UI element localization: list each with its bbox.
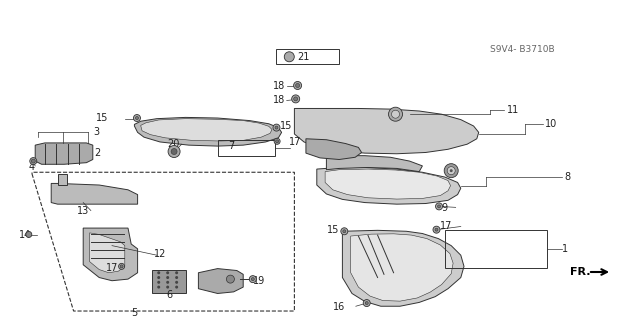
Text: 12: 12 <box>154 249 166 259</box>
Text: 10: 10 <box>545 119 557 130</box>
Text: 2: 2 <box>95 148 101 158</box>
Text: 20: 20 <box>167 138 179 149</box>
Polygon shape <box>342 230 464 306</box>
Text: 15: 15 <box>327 225 339 235</box>
Circle shape <box>292 95 300 103</box>
Circle shape <box>274 138 280 144</box>
Circle shape <box>435 228 438 231</box>
Circle shape <box>175 281 178 284</box>
Polygon shape <box>141 119 272 141</box>
Circle shape <box>175 286 178 289</box>
Text: 4: 4 <box>29 162 35 173</box>
Circle shape <box>436 203 442 210</box>
Polygon shape <box>134 117 282 146</box>
Polygon shape <box>35 143 93 164</box>
Polygon shape <box>90 233 125 273</box>
Text: 8: 8 <box>564 172 571 182</box>
Polygon shape <box>152 270 186 293</box>
Circle shape <box>276 140 278 143</box>
Polygon shape <box>51 183 138 204</box>
Text: 1: 1 <box>562 244 568 254</box>
Polygon shape <box>58 174 67 185</box>
Circle shape <box>438 205 440 208</box>
Circle shape <box>364 300 370 307</box>
Text: 17: 17 <box>106 263 118 273</box>
Circle shape <box>294 81 301 90</box>
Circle shape <box>227 275 234 283</box>
Circle shape <box>433 226 440 233</box>
Circle shape <box>252 278 254 281</box>
Polygon shape <box>306 139 362 160</box>
Text: 18: 18 <box>273 81 285 91</box>
Circle shape <box>31 159 35 163</box>
Circle shape <box>341 228 348 235</box>
Circle shape <box>168 145 180 158</box>
Text: 11: 11 <box>507 105 519 115</box>
Polygon shape <box>83 228 138 281</box>
Text: FR.: FR. <box>570 267 591 277</box>
Circle shape <box>157 271 160 274</box>
Circle shape <box>157 286 160 289</box>
Text: 7: 7 <box>228 141 234 151</box>
Circle shape <box>388 107 403 121</box>
Circle shape <box>275 126 278 129</box>
Polygon shape <box>294 108 479 154</box>
Text: 18: 18 <box>273 95 285 106</box>
Circle shape <box>294 97 298 101</box>
Text: 21: 21 <box>298 52 310 62</box>
Text: 15: 15 <box>97 113 109 123</box>
Text: 16: 16 <box>333 302 346 312</box>
Circle shape <box>166 271 169 274</box>
Circle shape <box>365 301 368 305</box>
Circle shape <box>166 276 169 279</box>
Circle shape <box>136 116 138 120</box>
Polygon shape <box>351 234 453 301</box>
Circle shape <box>296 84 300 87</box>
Circle shape <box>250 276 256 283</box>
Text: 15: 15 <box>280 121 292 131</box>
Circle shape <box>120 265 123 268</box>
Circle shape <box>134 115 140 122</box>
Circle shape <box>273 124 280 131</box>
Polygon shape <box>198 269 243 293</box>
Circle shape <box>118 263 125 269</box>
Polygon shape <box>317 167 461 204</box>
Text: 5: 5 <box>131 308 138 318</box>
Text: 19: 19 <box>253 276 265 286</box>
Circle shape <box>175 276 178 279</box>
Circle shape <box>284 52 294 62</box>
Circle shape <box>30 158 36 165</box>
Text: 6: 6 <box>166 290 173 300</box>
Circle shape <box>450 169 452 172</box>
Circle shape <box>343 230 346 233</box>
Text: 17: 17 <box>440 221 452 232</box>
Polygon shape <box>326 156 422 172</box>
Circle shape <box>175 271 178 274</box>
Circle shape <box>171 149 177 154</box>
Circle shape <box>392 110 399 118</box>
Circle shape <box>166 286 169 289</box>
Text: 14: 14 <box>19 230 31 241</box>
Text: 3: 3 <box>93 127 99 137</box>
Text: 17: 17 <box>289 137 301 147</box>
Text: 9: 9 <box>442 203 448 213</box>
Circle shape <box>157 281 160 284</box>
Circle shape <box>447 167 455 175</box>
Text: S9V4- B3710B: S9V4- B3710B <box>490 44 555 54</box>
Circle shape <box>166 281 169 284</box>
Circle shape <box>444 164 458 178</box>
Text: 13: 13 <box>77 205 89 216</box>
Circle shape <box>26 232 32 237</box>
Circle shape <box>157 276 160 279</box>
Polygon shape <box>325 169 451 199</box>
